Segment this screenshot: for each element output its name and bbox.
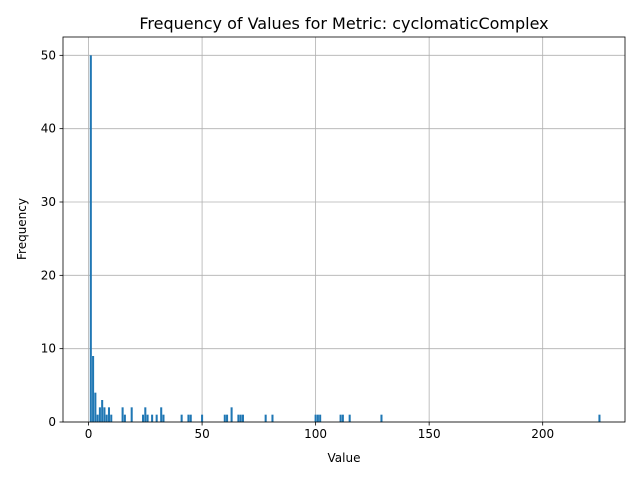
histogram-bar <box>107 407 111 422</box>
histogram-bar <box>339 414 342 422</box>
histogram-bar <box>110 414 113 422</box>
histogram-bar <box>598 414 601 422</box>
histogram-bar <box>264 414 267 422</box>
histogram-bar <box>151 414 154 422</box>
histogram-bar <box>314 414 317 422</box>
x-axis-label: Value <box>328 451 361 465</box>
histogram-bar <box>105 414 108 422</box>
histogram-bar <box>144 407 147 422</box>
y-tick-label: 30 <box>41 195 56 209</box>
histogram-bar <box>237 414 240 422</box>
y-tick-label: 10 <box>41 342 56 356</box>
histogram-bar <box>341 414 344 422</box>
histogram-bar <box>239 414 242 422</box>
y-tick-label: 20 <box>41 268 56 282</box>
histogram-bar <box>121 407 124 422</box>
histogram-bar <box>123 414 126 422</box>
x-tick-label: 200 <box>531 427 554 441</box>
x-tick-label: 150 <box>418 427 441 441</box>
plot-area-frame <box>62 36 626 423</box>
y-tick-label: 0 <box>48 415 56 429</box>
y-tick-label: 50 <box>41 48 56 62</box>
histogram-bar <box>230 407 233 422</box>
histogram-bar <box>162 414 165 422</box>
histogram-bar <box>160 407 163 422</box>
histogram-bar <box>98 407 101 422</box>
histogram-bar <box>187 414 190 422</box>
histogram-bar <box>348 414 351 422</box>
histogram-bar <box>142 414 145 422</box>
histogram-bar <box>94 392 97 422</box>
chart-title: Frequency of Values for Metric: cyclomat… <box>139 14 548 33</box>
histogram-bar <box>89 55 92 422</box>
histogram-bar <box>101 400 104 422</box>
histogram-bar <box>201 414 204 422</box>
x-tick-label: 0 <box>85 427 93 441</box>
y-axis-label: Frequency <box>15 198 29 260</box>
histogram-bar <box>130 407 133 422</box>
histogram-bar <box>241 414 244 422</box>
histogram-bar <box>380 414 383 422</box>
grid-layer <box>63 37 625 423</box>
histogram-bar <box>226 414 229 422</box>
histogram-bar <box>96 414 99 422</box>
bars-layer <box>89 55 601 422</box>
histogram-bar <box>271 414 274 422</box>
histogram-bar <box>155 414 158 422</box>
histogram-bar <box>319 414 322 422</box>
x-tick-label: 50 <box>194 427 209 441</box>
ticks-layer: 0 50 100 150 200 0 10 20 30 40 50 <box>41 48 554 441</box>
histogram-bar <box>316 414 319 422</box>
histogram-bar <box>180 414 183 422</box>
y-tick-label: 40 <box>41 122 56 136</box>
histogram-bar <box>92 356 95 422</box>
x-tick-label: 100 <box>304 427 327 441</box>
histogram-bar <box>103 407 106 422</box>
histogram-bar <box>189 414 192 422</box>
histogram-bar <box>146 414 149 422</box>
histogram-bar <box>223 414 226 422</box>
